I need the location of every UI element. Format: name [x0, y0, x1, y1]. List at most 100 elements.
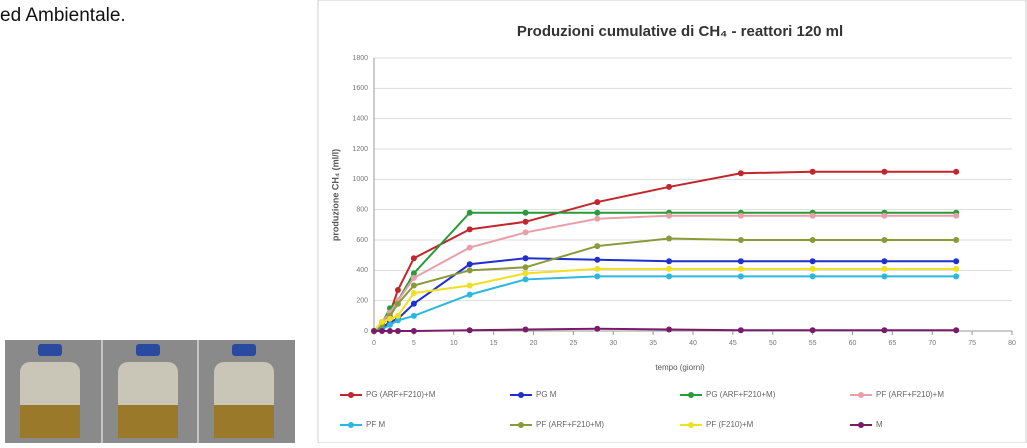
point [953, 213, 959, 219]
point [666, 273, 672, 279]
page-svg: ed Ambientale. Produzioni cumulative di … [0, 0, 1027, 443]
point [881, 258, 887, 264]
chart-title: Produzioni cumulative di CH₄ - reattori … [517, 23, 843, 40]
point [594, 199, 600, 205]
point [953, 237, 959, 243]
point [953, 266, 959, 272]
point [810, 327, 816, 333]
point [666, 266, 672, 272]
point [810, 213, 816, 219]
y-axis-label: produzione CH₄ (ml/l) [330, 149, 340, 241]
point [594, 243, 600, 249]
point [953, 273, 959, 279]
body-text: ed Ambientale. [0, 5, 126, 26]
point [881, 327, 887, 333]
point [881, 237, 887, 243]
point [371, 328, 377, 334]
point [738, 237, 744, 243]
page: ed Ambientale. Produzioni cumulative di … [0, 0, 1027, 443]
point [467, 292, 473, 298]
point [738, 266, 744, 272]
point [810, 237, 816, 243]
point [523, 276, 529, 282]
legend-marker [518, 422, 524, 428]
x-tick-label: 10 [450, 340, 458, 347]
point [881, 169, 887, 175]
point [594, 216, 600, 222]
x-tick-label: 80 [1008, 340, 1016, 347]
chart-frame [318, 0, 1026, 443]
legend-label: PG M [536, 390, 557, 399]
point [810, 266, 816, 272]
point [411, 301, 417, 307]
legend-marker [688, 422, 694, 428]
point [523, 270, 529, 276]
legend-marker [858, 392, 864, 398]
x-tick-label: 55 [809, 340, 817, 347]
point [395, 301, 401, 307]
x-tick-label: 25 [569, 340, 577, 347]
legend-marker [858, 422, 864, 428]
point [387, 328, 393, 334]
point [953, 169, 959, 175]
point [411, 275, 417, 281]
point [411, 290, 417, 296]
point [411, 283, 417, 289]
x-tick-label: 75 [968, 340, 976, 347]
point [666, 213, 672, 219]
point [810, 273, 816, 279]
legend-label: PF (ARF+F210)+M [876, 390, 944, 399]
point [738, 170, 744, 176]
x-tick-label: 70 [928, 340, 936, 347]
legend-label: PF (ARF+F210+M) [536, 420, 604, 429]
point [738, 258, 744, 264]
point [467, 261, 473, 267]
x-tick-label: 35 [649, 340, 657, 347]
point [666, 326, 672, 332]
point [666, 258, 672, 264]
x-tick-label: 20 [530, 340, 538, 347]
legend-marker [348, 422, 354, 428]
x-tick-label: 40 [689, 340, 697, 347]
point [411, 313, 417, 319]
legend-label: PG (ARF+F210)+M [366, 390, 436, 399]
point [523, 210, 529, 216]
legend-label: PG (ARF+F210+M) [706, 390, 776, 399]
point [379, 319, 385, 325]
point [738, 213, 744, 219]
point [881, 213, 887, 219]
x-tick-label: 5 [412, 340, 416, 347]
point [523, 219, 529, 225]
point [411, 328, 417, 334]
point [666, 184, 672, 190]
y-tick-label: 600 [356, 237, 368, 244]
x-tick-label: 60 [849, 340, 857, 347]
x-axis-label: tempo (giorni) [655, 363, 705, 372]
bottle-photos [5, 340, 295, 443]
point [666, 235, 672, 241]
point [881, 273, 887, 279]
y-tick-label: 1000 [352, 176, 368, 183]
point [467, 327, 473, 333]
y-tick-label: 1400 [352, 116, 368, 123]
x-tick-label: 0 [372, 340, 376, 347]
legend-marker [688, 392, 694, 398]
point [594, 257, 600, 263]
point [594, 273, 600, 279]
y-tick-label: 0 [364, 328, 368, 335]
point [594, 266, 600, 272]
legend-marker [518, 392, 524, 398]
y-tick-label: 200 [356, 298, 368, 305]
point [395, 328, 401, 334]
y-tick-label: 1800 [352, 55, 368, 62]
point [467, 283, 473, 289]
point [523, 255, 529, 261]
x-tick-label: 65 [888, 340, 896, 347]
legend-label: PF M [366, 420, 385, 429]
point [738, 273, 744, 279]
point [467, 226, 473, 232]
y-tick-label: 800 [356, 207, 368, 214]
point [953, 327, 959, 333]
legend-label: M [876, 420, 883, 429]
legend-marker [348, 392, 354, 398]
